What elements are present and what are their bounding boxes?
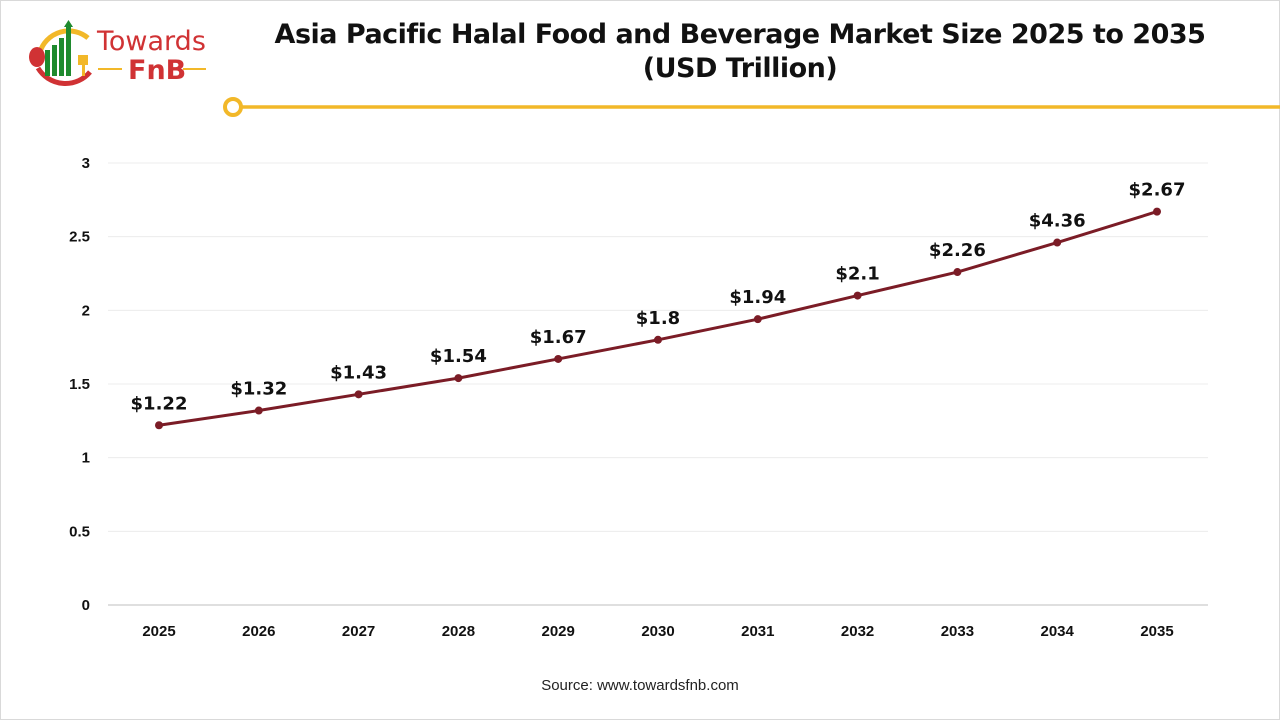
logo-text-fnb: FnB — [128, 55, 187, 86]
chart-title: Asia Pacific Halal Food and Beverage Mar… — [240, 18, 1240, 86]
data-label: $1.94 — [729, 287, 786, 308]
x-tick-label: 2027 — [342, 623, 375, 640]
data-point — [254, 406, 263, 415]
y-tick-label: 0 — [82, 597, 90, 614]
data-label: $1.32 — [230, 379, 287, 400]
data-label: $2.26 — [929, 240, 986, 261]
x-tick-label: 2033 — [941, 623, 974, 640]
data-label: $1.43 — [330, 362, 387, 383]
x-tick-label: 2028 — [442, 623, 475, 640]
data-label: $1.54 — [430, 346, 487, 367]
data-point — [654, 335, 662, 344]
data-label: $4.36 — [1029, 211, 1086, 232]
data-point — [1153, 207, 1161, 216]
x-tick-label: 2030 — [641, 623, 674, 640]
source-note: Source: www.towardsfnb.com — [541, 677, 739, 694]
y-tick-label: 2 — [82, 302, 90, 319]
title-line-2: (USD Trillion) — [642, 53, 838, 84]
data-label: $1.8 — [636, 308, 680, 329]
data-label: $1.67 — [530, 327, 587, 348]
y-tick-label: 2.5 — [69, 229, 90, 246]
y-tick-label: 1.5 — [69, 376, 90, 393]
x-tick-label: 2031 — [741, 623, 774, 640]
x-tick-label: 2034 — [1041, 623, 1075, 640]
y-tick-label: 0.5 — [69, 523, 90, 540]
data-point — [155, 421, 163, 430]
data-label: $1.22 — [131, 393, 188, 414]
data-point — [354, 390, 363, 399]
data-point — [554, 354, 563, 363]
x-tick-label: 2025 — [142, 623, 175, 640]
title-line-1: Asia Pacific Halal Food and Beverage Mar… — [274, 19, 1206, 50]
data-point — [853, 291, 862, 300]
y-tick-label: 3 — [82, 155, 90, 172]
y-tick-label: 1 — [82, 450, 90, 467]
x-tick-label: 2035 — [1140, 623, 1173, 640]
data-point — [454, 374, 463, 383]
data-point — [1053, 238, 1062, 247]
x-tick-label: 2032 — [841, 623, 874, 640]
data-label: $2.1 — [835, 264, 879, 285]
logo-text-towards: Towards — [97, 26, 206, 57]
data-point — [953, 268, 962, 277]
data-point — [753, 315, 762, 324]
x-tick-label: 2029 — [542, 623, 575, 640]
data-label: $2.67 — [1129, 180, 1186, 201]
x-tick-label: 2026 — [242, 623, 275, 640]
